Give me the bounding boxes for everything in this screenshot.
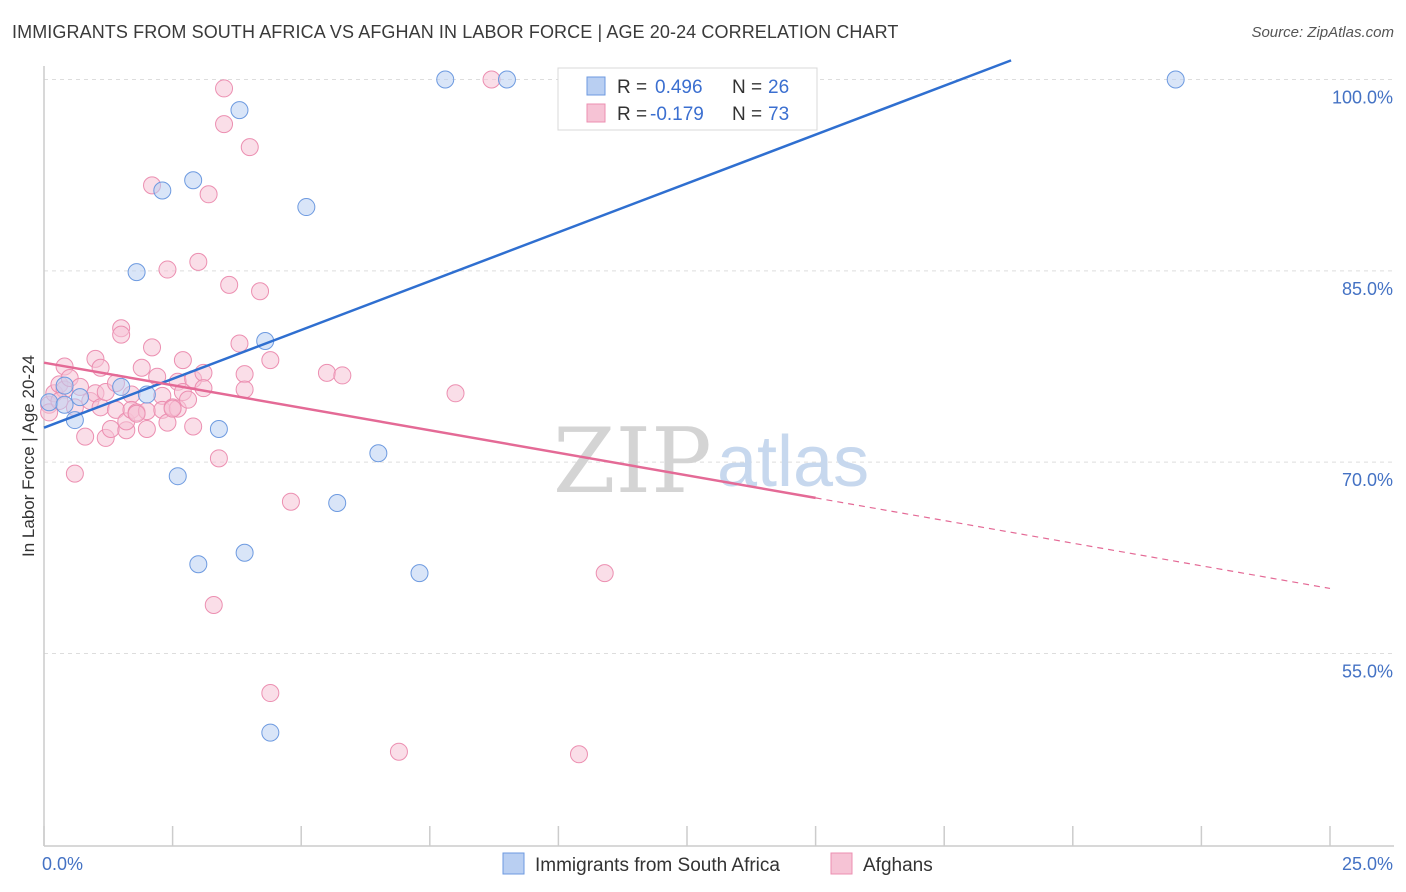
south-africa-point-12 <box>209 420 228 439</box>
series-legend-label-blue: Immigrants from South Africa <box>535 855 780 876</box>
south-africa-point-0 <box>40 393 59 412</box>
afghans-point-46 <box>189 252 208 271</box>
south-africa-point-19 <box>369 444 388 463</box>
watermark-atlas: atlas <box>717 422 869 502</box>
afghans-point-62 <box>281 492 300 511</box>
south-africa-point-11 <box>189 555 208 574</box>
afghans-point-71 <box>127 404 146 423</box>
afghans-point-53 <box>215 79 234 98</box>
afghans-point-60 <box>261 351 280 370</box>
legend-n-value-pink: 73 <box>768 104 789 125</box>
afghans-point-56 <box>235 365 254 384</box>
south-africa-points <box>40 70 1185 742</box>
afghans-point-51 <box>209 449 228 468</box>
afghans-point-48 <box>194 379 213 398</box>
source-credit: Source: ZipAtlas.com <box>1251 24 1394 41</box>
south-africa-point-25 <box>1166 70 1185 89</box>
series-legend-swatch-pink <box>830 852 853 875</box>
axes <box>43 66 1394 847</box>
afghans-point-68 <box>569 745 588 764</box>
afghans-point-63 <box>317 363 336 382</box>
legend-n-label-pink: N = <box>732 104 762 125</box>
south-africa-point-4 <box>71 388 90 407</box>
watermark: ZIP atlas <box>553 409 869 514</box>
afghans-point-49 <box>199 185 218 204</box>
afghans-point-59 <box>251 282 270 301</box>
afghans-point-36 <box>158 260 177 279</box>
afghans-point-55 <box>230 334 249 353</box>
afghans-point-52 <box>215 115 234 134</box>
south-africa-point-1 <box>55 395 74 414</box>
afghans-point-58 <box>240 138 259 157</box>
x-tick-labels: 0.0% 25.0% <box>42 854 1393 874</box>
afghans-point-69 <box>595 564 614 583</box>
afghans-point-31 <box>143 338 162 357</box>
afghans-point-54 <box>220 275 239 294</box>
afghans-point-50 <box>204 596 223 615</box>
south-africa-point-10 <box>168 467 187 486</box>
x-tick-label-1: 25.0% <box>1342 854 1393 874</box>
south-africa-point-22 <box>497 70 516 89</box>
afghans-point-28 <box>132 358 151 377</box>
south-africa-point-18 <box>328 493 347 512</box>
afghans-point-64 <box>333 366 352 385</box>
y-tick-label-2: 70.0% <box>1342 470 1393 490</box>
afghans-points <box>40 70 614 764</box>
afghans-point-67 <box>482 70 501 89</box>
south-africa-point-16 <box>261 723 280 742</box>
afghans-point-10 <box>76 427 95 446</box>
afghans-point-29 <box>137 420 156 439</box>
south-africa-point-9 <box>184 171 203 190</box>
series-legend-swatch-blue <box>502 852 525 875</box>
south-africa-point-14 <box>235 543 254 562</box>
afghans-point-66 <box>446 384 465 403</box>
legend-r-label-pink: R = <box>617 104 647 125</box>
x-tick-label-0: 0.0% <box>42 854 83 874</box>
chart-title: IMMIGRANTS FROM SOUTH AFRICA VS AFGHAN I… <box>12 22 899 42</box>
afghans-point-44 <box>184 417 203 436</box>
stats-legend: R = 0.496 N = 26 R = -0.179 N = 73 <box>557 67 818 131</box>
afghans-point-42 <box>173 351 192 370</box>
south-africa-point-7 <box>127 263 146 282</box>
south-africa-point-13 <box>230 101 249 120</box>
afghans-point-57 <box>235 380 254 399</box>
legend-swatch-blue <box>586 76 606 96</box>
afghans-point-18 <box>101 420 120 439</box>
south-africa-point-21 <box>436 70 455 89</box>
watermark-zip: ZIP <box>553 409 712 514</box>
y-axis-label: In Labor Force | Age 20-24 <box>19 355 38 557</box>
y-tick-labels: 100.0% 85.0% 70.0% 55.0% <box>1332 88 1393 682</box>
afghans-point-8 <box>65 464 84 483</box>
south-africa-point-8 <box>153 181 172 200</box>
afghans-point-43 <box>179 390 198 409</box>
y-tick-label-3: 55.0% <box>1342 662 1393 682</box>
south-africa-point-2 <box>55 376 74 395</box>
legend-swatch-pink <box>586 103 606 123</box>
series-legend: Immigrants from South Africa Afghans <box>502 852 933 876</box>
afghans-point-22 <box>112 325 131 344</box>
legend-r-label-blue: R = <box>617 77 647 98</box>
afghans-point-61 <box>261 684 280 703</box>
legend-n-label-blue: N = <box>732 77 762 98</box>
y-tick-label-1: 85.0% <box>1342 279 1393 299</box>
legend-r-value-blue: 0.496 <box>655 77 703 98</box>
afghans-trend-line <box>43 361 816 500</box>
series-legend-label-pink: Afghans <box>863 855 933 876</box>
south-africa-point-17 <box>297 198 316 217</box>
south-africa-point-5 <box>112 377 131 396</box>
y-tick-label-0: 100.0% <box>1332 88 1393 108</box>
south-africa-point-20 <box>410 564 429 583</box>
afghans-point-72 <box>163 399 182 418</box>
legend-n-value-blue: 26 <box>768 77 789 98</box>
legend-r-value-pink: -0.179 <box>650 104 704 125</box>
afghans-trend-extension <box>815 497 1331 590</box>
afghans-point-65 <box>389 742 408 761</box>
south-africa-trend-line <box>43 59 1012 429</box>
trend-lines <box>43 59 1331 590</box>
